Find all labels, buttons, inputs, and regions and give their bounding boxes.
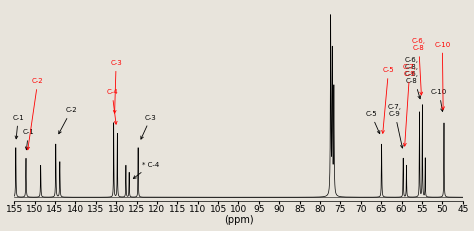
Text: C-4: C-4	[106, 89, 118, 124]
Text: C-3: C-3	[141, 115, 157, 139]
Text: C-7,
C-9: C-7, C-9	[403, 64, 417, 146]
Text: C-5: C-5	[365, 111, 380, 134]
Text: C-5: C-5	[382, 67, 394, 133]
Text: C-3: C-3	[110, 60, 122, 113]
Text: C-1: C-1	[23, 129, 34, 150]
Text: C-7,
C-9: C-7, C-9	[387, 104, 403, 148]
Text: C-1: C-1	[12, 115, 24, 139]
X-axis label: (ppm): (ppm)	[224, 216, 253, 225]
Text: C-6,
C-8,
C-6,
C-8: C-6, C-8, C-6, C-8	[405, 57, 420, 99]
Text: C-10: C-10	[434, 42, 450, 109]
Text: C-10: C-10	[431, 89, 447, 111]
Text: C-2: C-2	[27, 78, 44, 150]
Text: C-6,
C-8: C-6, C-8	[412, 38, 426, 95]
Text: C-2: C-2	[59, 107, 77, 134]
Text: * C-4: * C-4	[133, 162, 159, 179]
